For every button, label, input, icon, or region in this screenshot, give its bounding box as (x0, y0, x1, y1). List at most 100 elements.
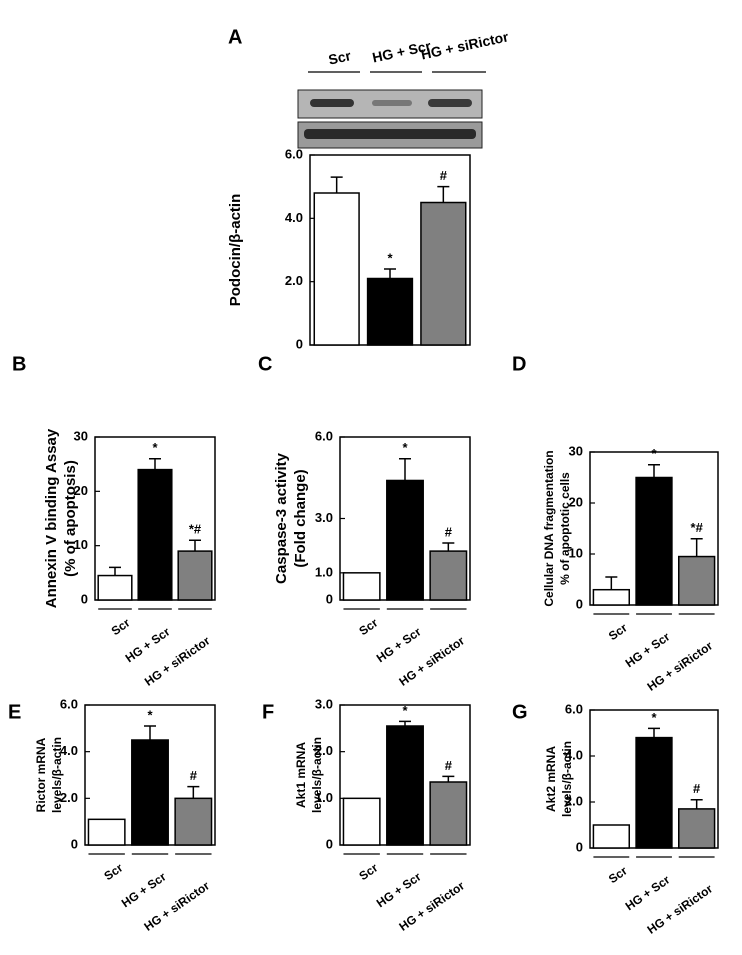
y-axis-label: Caspase-3 activity (273, 452, 290, 584)
y-axis-label: Cellular DNA fragmentation (542, 450, 556, 606)
blot-band (310, 99, 354, 107)
y-axis-label: levels/β-actin (560, 741, 574, 817)
y-axis-label: Rictor mRNA (34, 737, 48, 812)
significance-mark: # (445, 758, 453, 773)
significance-mark: * (152, 440, 158, 455)
bar (342, 572, 381, 601)
y-tick-label: 0 (81, 591, 88, 606)
bar (313, 192, 360, 346)
error-bar (442, 542, 455, 552)
y-axis-label: (% of apoptosis) (62, 460, 79, 577)
bar (677, 808, 716, 849)
error-bar (144, 725, 156, 740)
y-tick-label: 1.0 (315, 790, 333, 805)
panel-label: F (262, 701, 274, 723)
x-tick-label: Scr (327, 47, 353, 67)
y-tick-label: 4.0 (565, 747, 583, 762)
western-blot (297, 89, 483, 149)
y-tick-label: 2.0 (315, 743, 333, 758)
y-axis-label: (Fold change) (292, 469, 309, 567)
error-bar (690, 798, 703, 809)
y-tick-label: 0 (296, 336, 303, 351)
error-bar (437, 185, 450, 203)
y-tick-label: 6.0 (565, 701, 583, 716)
panel-label: B (12, 353, 26, 375)
y-tick-label: 6.0 (315, 428, 333, 443)
bar (174, 797, 213, 846)
y-tick-label: 30 (74, 428, 88, 443)
y-tick-label: 6.0 (60, 696, 78, 711)
blot-band (304, 129, 476, 139)
y-tick-label: 1.0 (315, 564, 333, 579)
y-tick-label: 6.0 (285, 146, 303, 161)
error-bar (189, 539, 201, 552)
significance-mark: * (651, 710, 657, 725)
error-bar (648, 727, 660, 738)
y-tick-label: 10 (74, 537, 88, 552)
significance-mark: * (402, 703, 408, 718)
y-axis-label: levels/β-actin (50, 737, 64, 813)
error-bar (399, 457, 411, 481)
error-bar (690, 537, 703, 557)
y-axis-label: Podocin/β-actin (227, 194, 244, 307)
y-tick-label: 3.0 (315, 696, 333, 711)
bar (429, 781, 468, 846)
bar (635, 736, 673, 849)
y-tick-label: 2.0 (60, 790, 78, 805)
bar (131, 739, 169, 846)
bar (386, 479, 424, 601)
y-tick-label: 4.0 (60, 743, 78, 758)
bar (87, 818, 126, 846)
panel-label: G (512, 701, 528, 723)
bar (342, 797, 381, 846)
y-tick-label: 0 (326, 591, 333, 606)
y-tick-label: 0 (576, 839, 583, 854)
error-bar (109, 566, 121, 576)
bar (420, 201, 467, 346)
significance-mark: * (402, 440, 408, 455)
error-bar (399, 720, 411, 726)
significance-mark: * (387, 250, 393, 265)
y-tick-label: 20 (74, 483, 88, 498)
panel-label: A (228, 26, 242, 48)
y-tick-label: 10 (569, 545, 583, 560)
significance-mark: * (147, 707, 153, 722)
bar (177, 550, 213, 601)
bar (635, 476, 673, 606)
bar (592, 588, 631, 606)
bar (386, 725, 424, 846)
bar (592, 824, 631, 849)
error-bar (648, 464, 660, 478)
y-axis-label: Annexin V binding Assay (43, 428, 60, 608)
bar (137, 468, 173, 601)
blot-band (372, 100, 412, 106)
y-tick-label: 0 (576, 596, 583, 611)
y-tick-label: 0 (326, 836, 333, 851)
blot-band (428, 99, 472, 107)
y-tick-label: 2.0 (565, 793, 583, 808)
y-tick-label: 3.0 (315, 510, 333, 525)
significance-mark: # (190, 768, 198, 783)
y-tick-label: 0 (71, 836, 78, 851)
y-axis-label: Akt1 mRNA (294, 742, 308, 808)
y-tick-label: 30 (569, 443, 583, 458)
error-bar (187, 785, 200, 799)
error-bar (330, 176, 343, 193)
error-bar (384, 268, 396, 279)
y-tick-label: 4.0 (285, 210, 303, 225)
panel-label: E (8, 701, 21, 723)
y-axis-label: levels/β-actin (310, 737, 324, 813)
panel-label: C (258, 353, 272, 375)
significance-mark: # (445, 524, 453, 539)
y-axis-label: Akt2 mRNA (544, 746, 558, 812)
significance-mark: * (651, 446, 657, 461)
error-bar (442, 775, 455, 782)
bar (677, 555, 716, 606)
panel-label: D (512, 353, 526, 375)
significance-mark: # (693, 781, 701, 796)
error-bar (605, 576, 618, 590)
y-axis-label: % of apoptotic cells (558, 472, 572, 585)
bar (429, 550, 468, 601)
